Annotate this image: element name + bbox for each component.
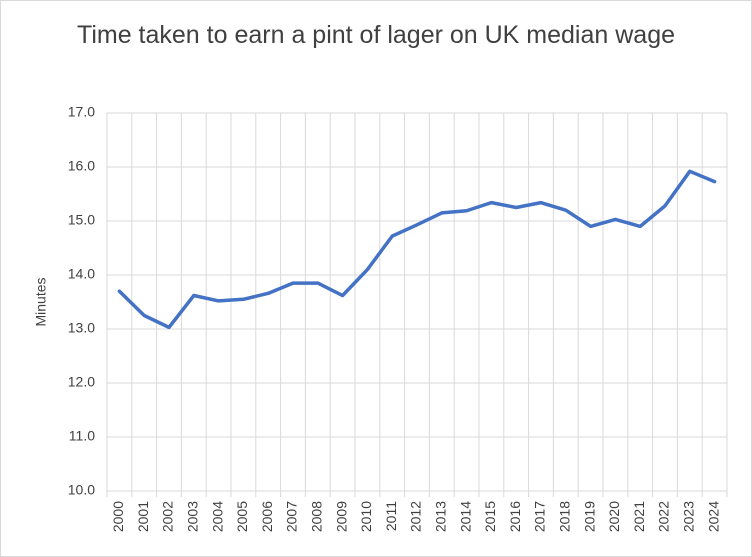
x-tick-label: 2013 [433, 501, 449, 532]
x-tick-label: 2022 [656, 501, 672, 532]
x-tick-label: 2018 [557, 501, 573, 532]
x-tick-label: 2004 [209, 501, 225, 532]
x-tick-label: 2015 [482, 501, 498, 532]
x-tick-label: 2021 [631, 501, 647, 532]
x-tick-label: 2020 [606, 501, 622, 532]
x-tick-label: 2019 [581, 501, 597, 532]
x-tick-label: 2008 [309, 501, 325, 532]
y-tick-label: 12.0 [68, 374, 95, 390]
y-tick-label: 10.0 [68, 482, 95, 498]
chart-title: Time taken to earn a pint of lager on UK… [76, 21, 676, 49]
x-tick-label: 2014 [457, 501, 473, 532]
x-tick-label: 2011 [383, 501, 399, 531]
y-tick-label: 14.0 [68, 266, 95, 282]
x-tick-label: 2006 [259, 501, 275, 532]
x-tick-label: 2017 [532, 501, 548, 532]
x-tick-label: 2002 [160, 501, 176, 532]
y-tick-label: 17.0 [68, 104, 95, 120]
y-tick-label: 13.0 [68, 320, 95, 336]
y-tick-label: 15.0 [68, 212, 95, 228]
x-tick-label: 2003 [185, 501, 201, 532]
x-tick-label: 2010 [358, 501, 374, 532]
data-line [117, 169, 717, 330]
x-tick-label: 2000 [110, 501, 126, 532]
x-tick-label: 2001 [135, 501, 151, 532]
x-tick-label: 2024 [705, 501, 721, 532]
x-tick-label: 2005 [234, 501, 250, 532]
y-tick-label: 16.0 [68, 158, 95, 174]
x-tick-label: 2023 [681, 501, 697, 532]
x-tick-label: 2016 [507, 501, 523, 532]
y-axis-label: Minutes [33, 277, 49, 326]
x-tick-label: 2007 [284, 501, 300, 532]
x-tick-label: 2009 [333, 501, 349, 532]
x-tick-label: 2012 [408, 501, 424, 532]
y-tick-label: 11.0 [69, 428, 95, 444]
